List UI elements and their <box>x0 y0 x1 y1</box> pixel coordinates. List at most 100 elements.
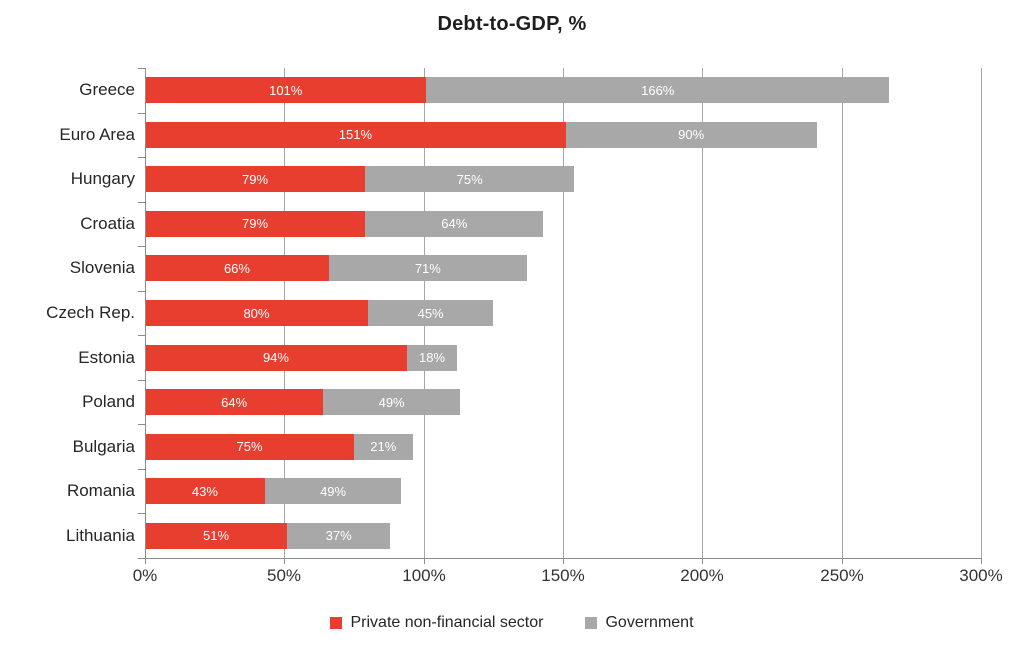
bar-segment-private: 80% <box>145 300 368 326</box>
value-label: 37% <box>325 528 352 544</box>
bar-segment-private: 79% <box>145 210 366 237</box>
bar-row-greece: 101% 166% <box>145 77 981 104</box>
y-axis-tick <box>138 513 145 514</box>
x-axis-tick <box>145 558 146 564</box>
category-label-croatia: Croatia <box>80 213 135 233</box>
value-label: 66% <box>223 260 250 276</box>
y-axis-category-labels: Greece Euro Area Hungary Croatia Slovenia Cze… <box>0 68 135 558</box>
bar-segment-private: 66% <box>145 255 329 282</box>
bar-segment-government: 45% <box>367 300 494 326</box>
x-axis-tick <box>981 558 982 564</box>
bar-segment-government: 18% <box>406 344 458 371</box>
value-label: 90% <box>678 127 705 143</box>
y-axis-tick <box>138 291 145 292</box>
y-axis-tick <box>138 380 145 381</box>
y-axis-tick <box>138 335 145 336</box>
bar-segment-government: 64% <box>365 210 544 237</box>
bar-segment-government: 71% <box>328 255 527 282</box>
legend-label-private: Private non-financial sector <box>350 614 544 631</box>
bar-row-czech-rep-: 80% 45% <box>145 300 981 326</box>
x-axis-tick-label-200pct: 200% <box>680 566 724 585</box>
y-axis-tick <box>138 469 145 470</box>
bar-row-euro-area: 151% 90% <box>145 121 981 148</box>
legend-item-private: Private non-financial sector <box>330 614 543 632</box>
bar-row-hungary: 79% 75% <box>145 166 981 193</box>
y-axis-line <box>145 68 146 558</box>
bar-row-croatia: 79% 64% <box>145 210 981 237</box>
legend-item-government: Government <box>585 614 694 632</box>
gridline-150 <box>563 68 564 558</box>
legend: Private non-financial sector Government <box>0 614 1024 632</box>
legend-swatch-government <box>585 617 598 629</box>
category-label-slovenia: Slovenia <box>69 258 135 278</box>
category-label-hungary: Hungary <box>70 169 135 189</box>
gridline-300 <box>981 68 982 558</box>
plot-area: 101% 166% 151% 90% 79% 75% 79% 64% 66% 71% 80% 45% 9… <box>145 68 982 558</box>
category-label-euro-area: Euro Area <box>59 124 135 144</box>
y-axis-tick <box>138 113 145 114</box>
value-label: 151% <box>338 127 373 143</box>
gridline-200 <box>702 68 703 558</box>
value-label: 75% <box>236 439 263 455</box>
value-label: 71% <box>414 260 441 276</box>
value-label: 75% <box>456 171 483 187</box>
value-label: 45% <box>417 305 444 321</box>
value-label: 49% <box>320 483 347 499</box>
value-label: 43% <box>191 483 218 499</box>
category-label-romania: Romania <box>66 481 135 501</box>
bar-row-bulgaria: 75% 21% <box>145 433 981 460</box>
bar-row-slovenia: 66% 71% <box>145 255 981 282</box>
value-label: 79% <box>242 171 269 187</box>
bar-segment-private: 64% <box>145 389 324 416</box>
x-axis-tick <box>284 558 285 564</box>
x-axis-tick-label-0pct: 0% <box>132 566 158 585</box>
value-label: 64% <box>221 394 248 410</box>
category-label-estonia: Estonia <box>78 347 135 367</box>
bar-segment-government: 49% <box>323 389 460 416</box>
value-label: 101% <box>269 82 303 98</box>
category-label-czech-rep-: Czech Rep. <box>46 303 135 322</box>
y-axis-tick <box>138 68 145 69</box>
bar-row-poland: 64% 49% <box>145 389 981 416</box>
bar-row-estonia: 94% 18% <box>145 344 981 371</box>
y-axis-tick <box>138 558 145 559</box>
category-label-bulgaria: Bulgaria <box>72 436 135 456</box>
category-label-greece: Greece <box>79 80 135 100</box>
bar-segment-government: 90% <box>565 121 817 148</box>
value-label: 80% <box>243 305 270 321</box>
gridline-250 <box>842 68 843 558</box>
value-label: 49% <box>378 394 405 410</box>
bar-segment-government: 21% <box>354 433 413 460</box>
x-axis-tick-labels: 0% 50% 100% 150% 200% 250% 300% <box>0 566 1024 588</box>
y-axis-tick <box>138 157 145 158</box>
bar-segment-private: 75% <box>145 433 354 460</box>
bar-segment-private: 43% <box>145 478 265 505</box>
bar-segment-government: 75% <box>365 166 575 193</box>
y-axis-tick <box>138 202 145 203</box>
x-axis-tick <box>424 558 425 564</box>
category-label-poland: Poland <box>82 392 135 412</box>
category-label-lithuania: Lithuania <box>65 525 135 545</box>
value-label: 94% <box>262 350 289 366</box>
value-label: 79% <box>242 216 269 232</box>
value-label: 18% <box>419 350 446 366</box>
y-axis-tick <box>138 424 145 425</box>
x-axis-tick-label-300pct: 300% <box>959 566 1003 585</box>
x-axis-tick <box>842 558 843 564</box>
x-axis-tick-label-150pct: 150% <box>541 566 585 585</box>
bar-segment-private: 51% <box>145 522 288 549</box>
bar-segment-government: 49% <box>264 478 402 505</box>
y-axis-tick <box>138 246 145 247</box>
value-label: 21% <box>370 439 397 455</box>
bar-row-lithuania: 51% 37% <box>145 522 981 549</box>
x-axis-tick <box>702 558 703 564</box>
bar-segment-private: 79% <box>145 166 366 193</box>
bar-segment-government: 37% <box>287 522 391 549</box>
x-axis-tick-label-50pct: 50% <box>266 566 302 585</box>
value-label: 51% <box>203 528 230 544</box>
legend-swatch-private <box>330 617 343 629</box>
x-axis-tick-label-250pct: 250% <box>820 566 864 585</box>
x-axis-tick-label-100pct: 100% <box>402 566 446 585</box>
x-axis-tick <box>563 558 564 564</box>
